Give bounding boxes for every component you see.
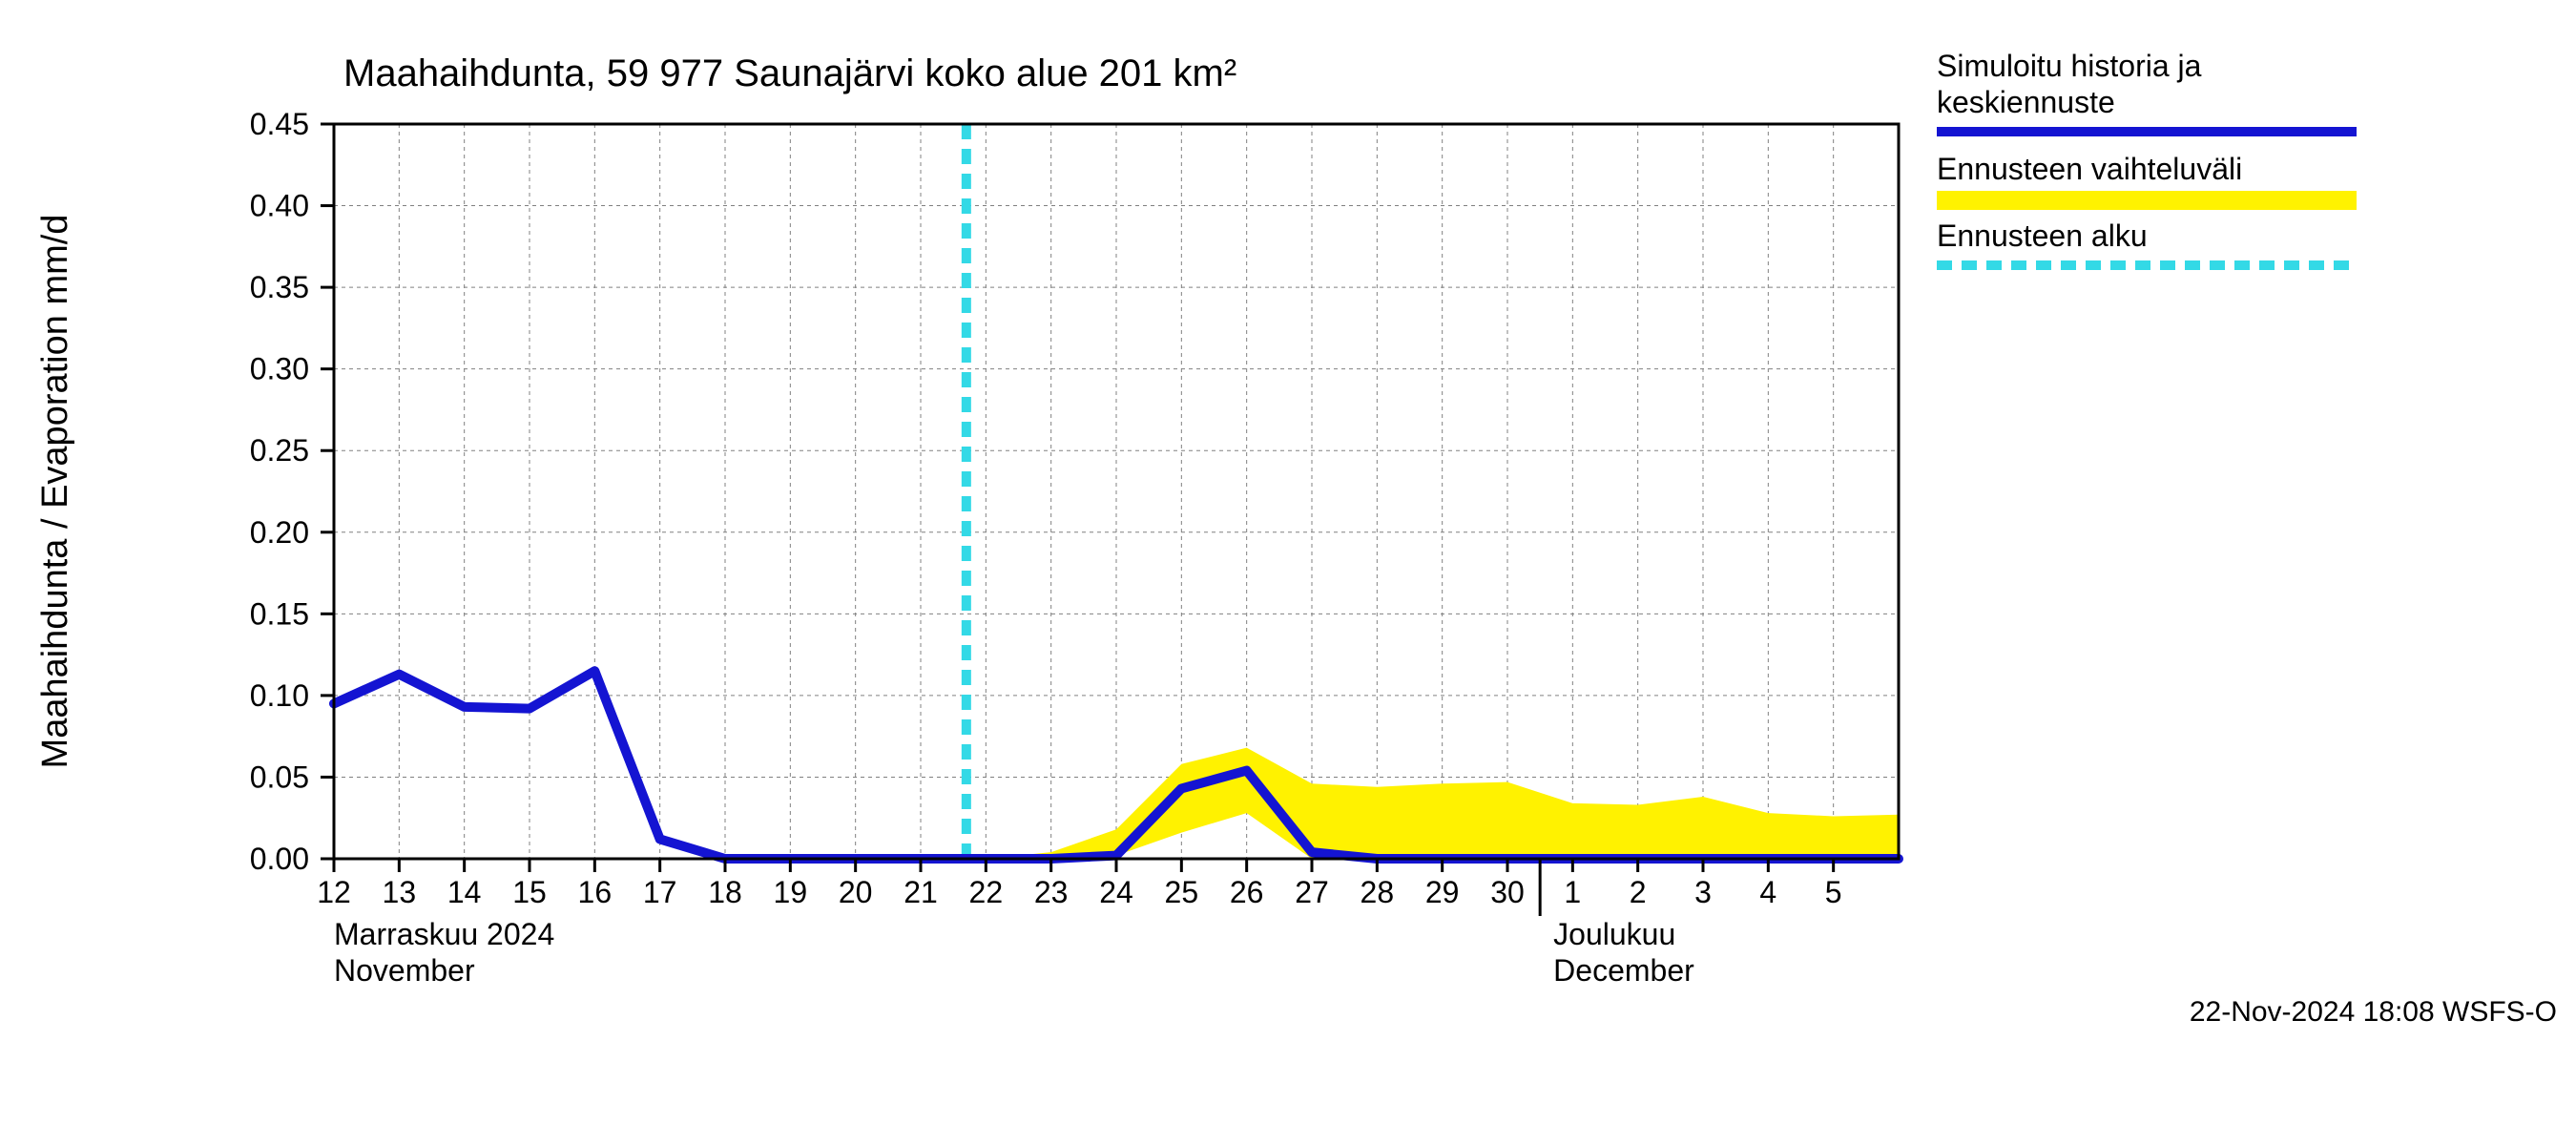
x-tick-label: 30 [1490, 875, 1525, 909]
x-tick-label: 18 [708, 875, 742, 909]
x-tick-label: 2 [1630, 875, 1647, 909]
y-tick-label: 0.05 [250, 760, 309, 794]
legend-label: keskiennuste [1937, 85, 2115, 119]
legend-label: Ennusteen alku [1937, 219, 2148, 253]
x-tick-label: 19 [774, 875, 808, 909]
y-tick-label: 0.20 [250, 515, 309, 550]
month1-fi: Marraskuu 2024 [334, 917, 554, 951]
x-tick-label: 4 [1759, 875, 1776, 909]
legend-label: Simuloitu historia ja [1937, 49, 2202, 83]
x-tick-label: 26 [1230, 875, 1264, 909]
y-tick-label: 0.45 [250, 107, 309, 141]
x-tick-label: 17 [643, 875, 677, 909]
y-tick-label: 0.15 [250, 596, 309, 631]
x-tick-label: 24 [1099, 875, 1133, 909]
x-tick-label: 1 [1564, 875, 1581, 909]
x-tick-label: 25 [1165, 875, 1199, 909]
legend-label: Ennusteen vaihteluväli [1937, 152, 2242, 186]
month2-en: December [1553, 953, 1694, 988]
x-tick-label: 14 [447, 875, 482, 909]
y-tick-label: 0.25 [250, 433, 309, 468]
chart-svg: 0.00 0.05 0.10 0.15 0.20 0.25 0.30 0.35 0.40 0.45… [0, 0, 2576, 1145]
x-tick-label: 20 [839, 875, 873, 909]
x-tick-label: 29 [1425, 875, 1460, 909]
x-tick-label: 23 [1034, 875, 1069, 909]
x-tick-label: 16 [578, 875, 613, 909]
y-tick-label: 0.35 [250, 270, 309, 304]
x-tick-label: 21 [904, 875, 938, 909]
legend-swatch-band [1937, 191, 2357, 210]
footer-timestamp: 22-Nov-2024 18:08 WSFS-O [2190, 996, 2557, 1028]
x-tick-label: 13 [383, 875, 417, 909]
x-tick-label: 12 [317, 875, 351, 909]
x-tick-label: 3 [1694, 875, 1712, 909]
chart-title: Maahaihdunta, 59 977 Saunajärvi koko alu… [343, 52, 1236, 94]
chart-container: 0.00 0.05 0.10 0.15 0.20 0.25 0.30 0.35 0.40 0.45… [0, 0, 2576, 1145]
month2-fi: Joulukuu [1553, 917, 1675, 951]
x-tick-label: 22 [969, 875, 1004, 909]
x-tick-label: 27 [1295, 875, 1329, 909]
x-tick-label: 28 [1361, 875, 1395, 909]
month1-en: November [334, 953, 475, 988]
y-tick-label: 0.30 [250, 352, 309, 386]
y-tick-label: 0.00 [250, 842, 309, 876]
y-axis-label: Maahaihdunta / Evaporation mm/d [35, 215, 75, 769]
y-tick-label: 0.40 [250, 189, 309, 223]
y-tick-label: 0.10 [250, 678, 309, 713]
x-tick-label: 5 [1825, 875, 1842, 909]
x-tick-label: 15 [512, 875, 547, 909]
